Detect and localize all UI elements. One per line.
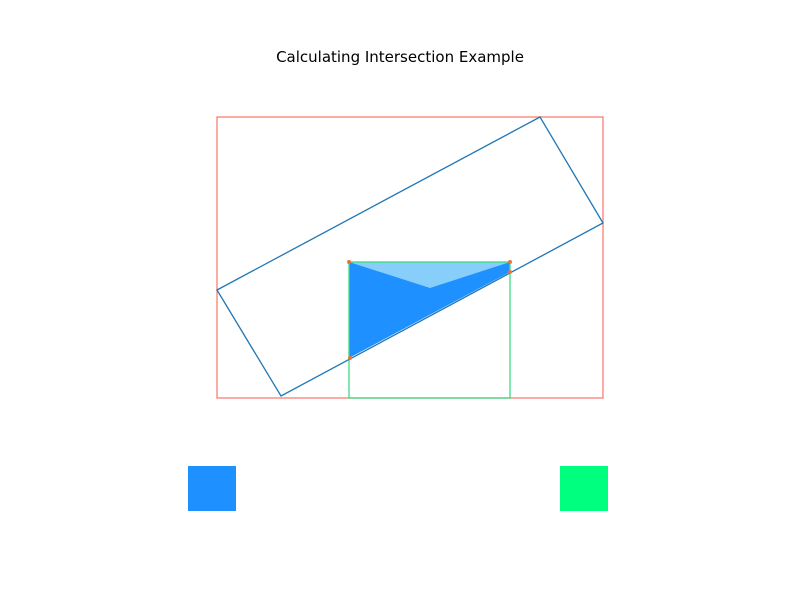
vertex-marker xyxy=(508,260,512,264)
intersection-highlight xyxy=(349,262,510,288)
blue-swatch xyxy=(188,466,236,511)
vertex-marker xyxy=(508,270,512,274)
intersection-region xyxy=(349,262,510,358)
vertex-marker xyxy=(347,260,351,264)
vertex-marker xyxy=(348,356,352,360)
rotated-rectangle xyxy=(216,116,604,397)
bounding-rectangle xyxy=(216,116,604,399)
axis-aligned-rectangle xyxy=(348,261,511,399)
green-swatch xyxy=(560,466,608,511)
diagram-title: Calculating Intersection Example xyxy=(276,48,524,66)
